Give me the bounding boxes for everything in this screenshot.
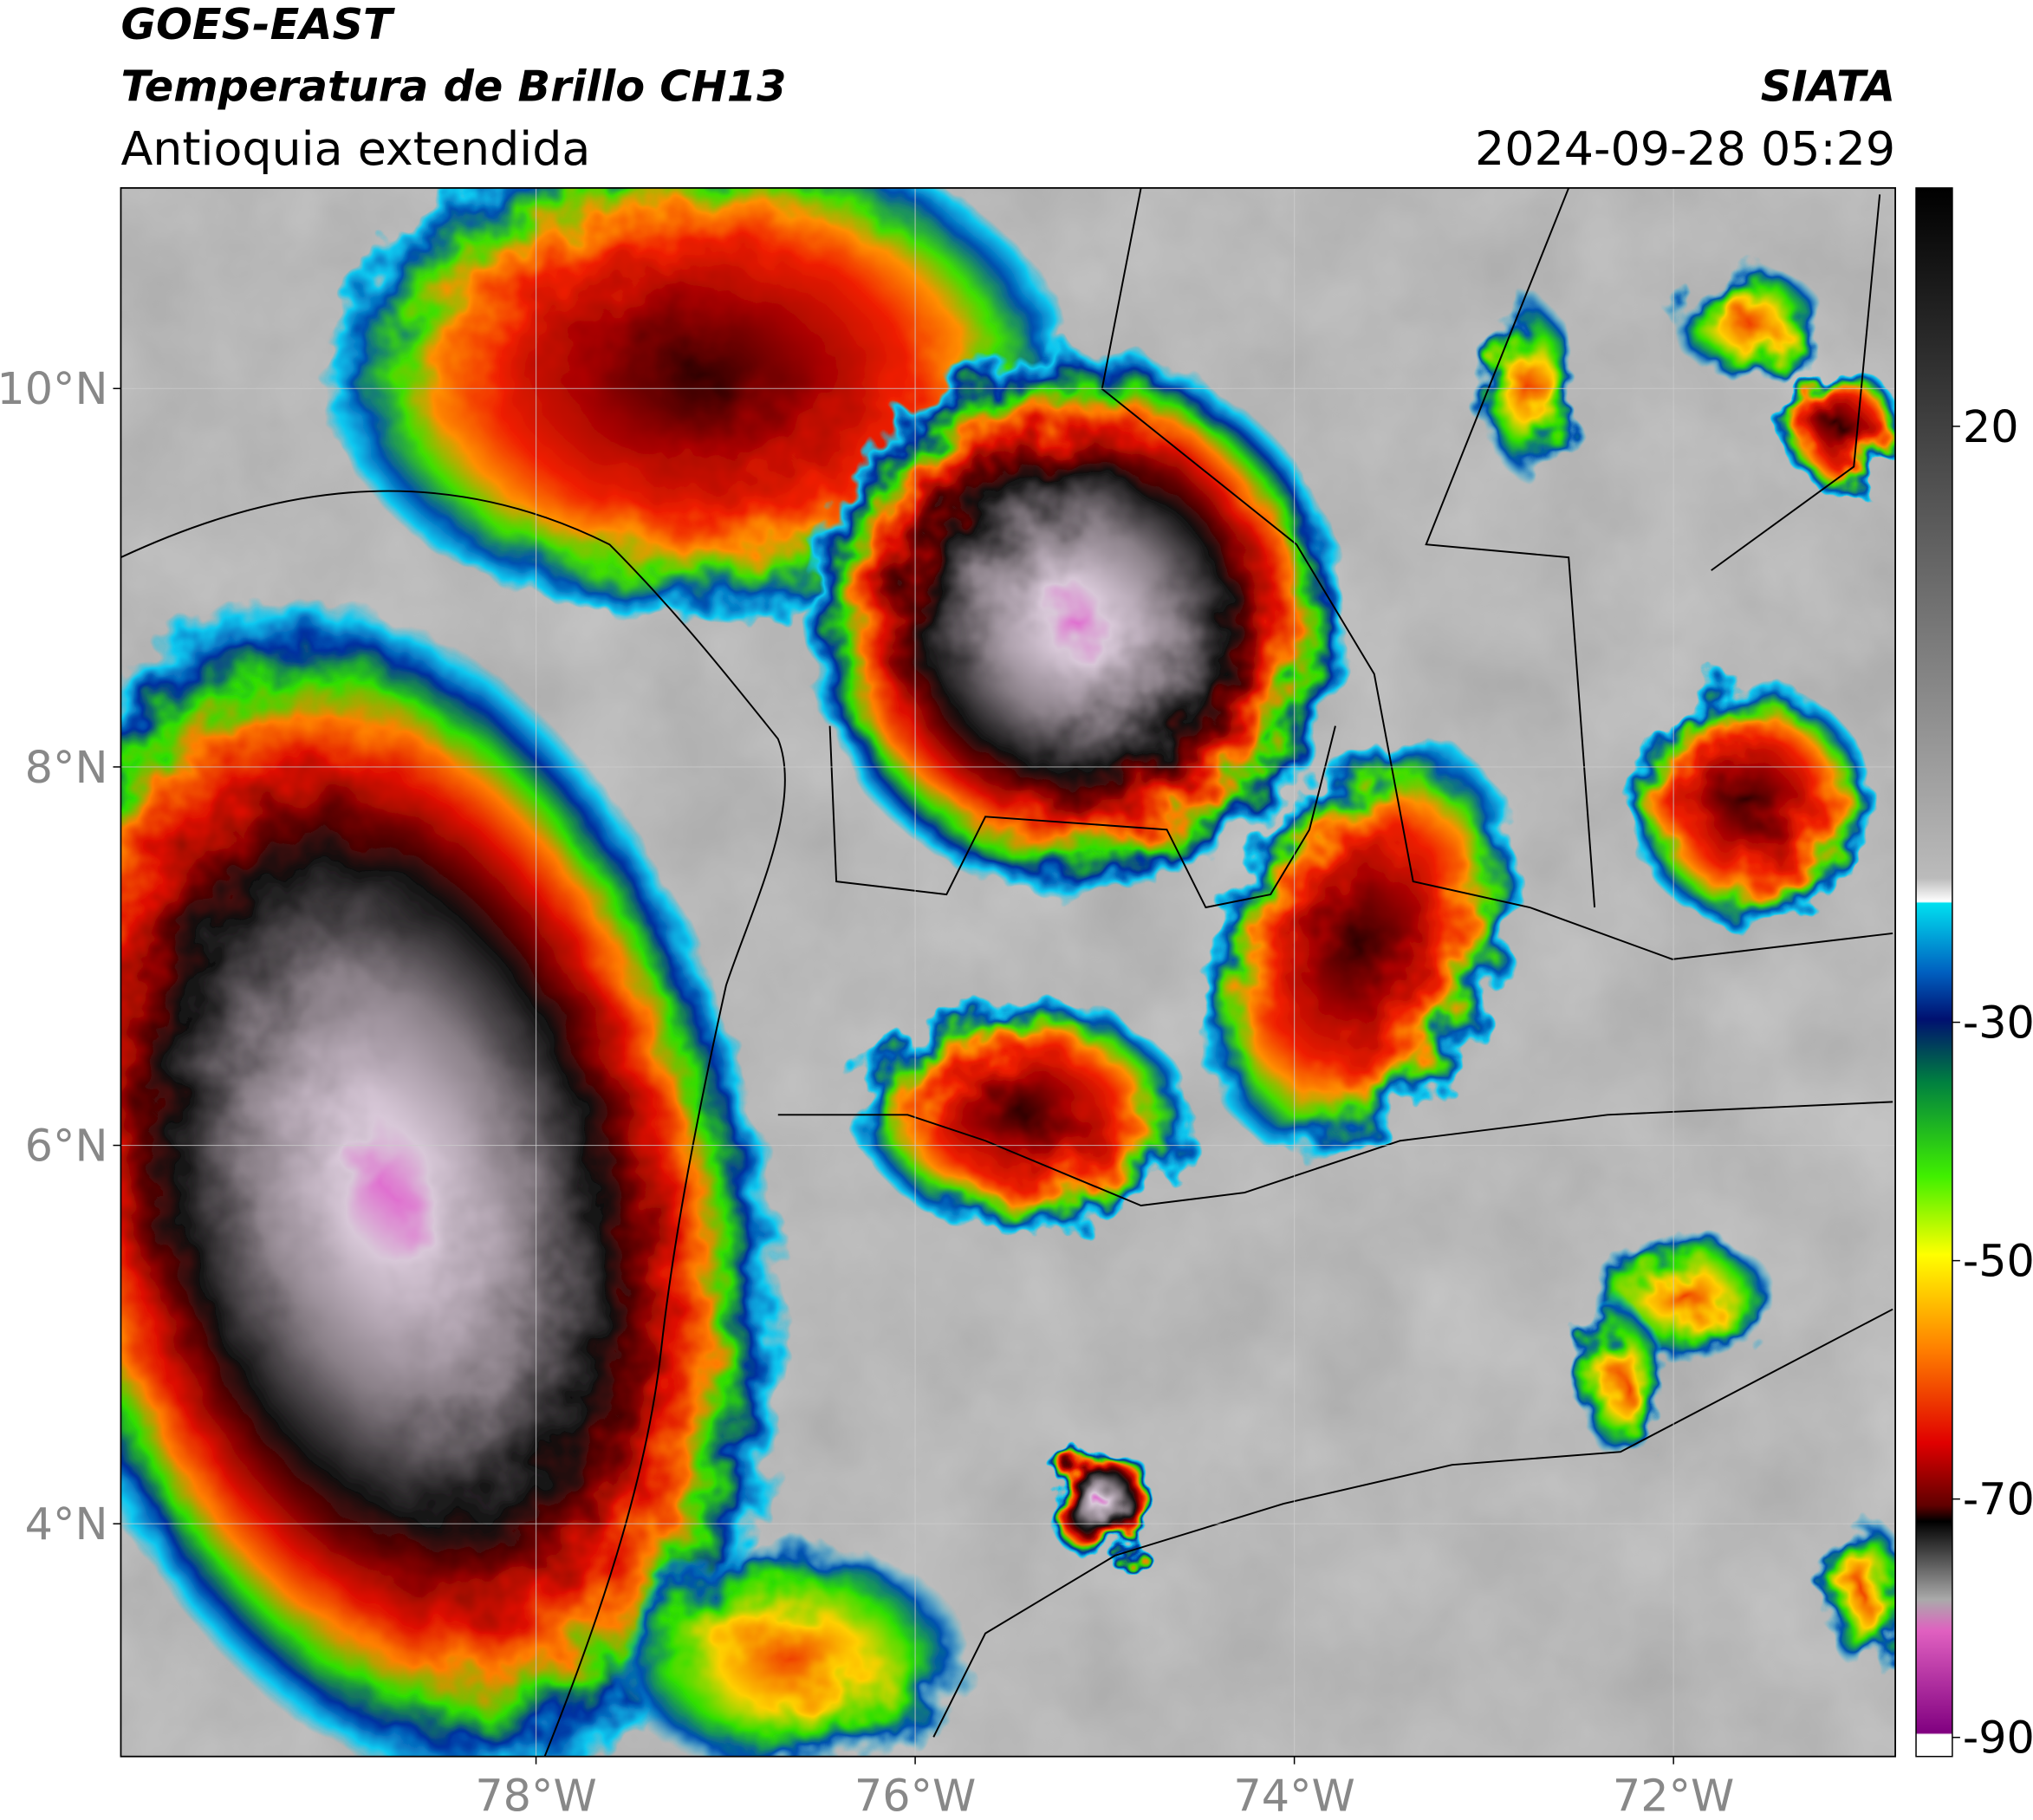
colorbar-tick-label: -70: [1963, 1474, 2033, 1525]
map-image: [120, 187, 1896, 1757]
lon-tick-label: 72°W: [1613, 1771, 1734, 1820]
lat-tick-label: 10°N: [0, 363, 107, 414]
graticule: [120, 187, 1896, 1757]
border: [1101, 187, 1893, 960]
cloud: [1575, 1303, 1666, 1459]
colorbar: [1915, 187, 1953, 1758]
border: [932, 1308, 1893, 1738]
datetime: 2024-09-28 05:29: [1475, 121, 1895, 176]
cloud: [803, 349, 1348, 895]
colorbar-tick-label: -50: [1963, 1236, 2033, 1287]
lat-tick-label: 4°N: [25, 1498, 108, 1550]
cloud: [1778, 365, 1896, 491]
lat-tick-label: 6°N: [25, 1121, 108, 1172]
cloud-systems: [120, 187, 1896, 1757]
cloud: [1627, 680, 1874, 927]
cloud: [120, 595, 785, 1757]
axes: 10°N 8°N 6°N 4°N 78°W 76°W 74°W 72°W 20 -30 -50 -70…: [0, 363, 2033, 1820]
border: [777, 1101, 1893, 1207]
colorbar-tick-label: -30: [1963, 998, 2033, 1049]
cloud: [1672, 265, 1828, 383]
lat-tick-label: 8°N: [25, 742, 108, 793]
satellite: GOES-EAST: [120, 0, 395, 49]
lon-tick-label: 74°W: [1233, 1771, 1354, 1820]
cloud: [1202, 738, 1521, 1155]
cloud: [1043, 1445, 1161, 1563]
map-frame: [120, 186, 1896, 1758]
region: Antioquia extendida: [120, 121, 590, 176]
cloud: [855, 998, 1193, 1232]
colorbar-tick-label: 20: [1963, 401, 2019, 452]
border: [1425, 187, 1881, 908]
colorbar-tick-label: -90: [1963, 1713, 2033, 1764]
coastline: [120, 490, 786, 1757]
lon-tick-label: 76°W: [854, 1771, 976, 1820]
cloud: [1821, 1517, 1896, 1673]
borders: [120, 187, 1893, 1757]
agency: SIATA: [1761, 62, 1895, 112]
lon-tick-label: 78°W: [475, 1771, 596, 1820]
border: [828, 725, 1336, 909]
cloud: [609, 1542, 973, 1757]
product: Temperatura de Brillo CH13: [120, 62, 786, 112]
